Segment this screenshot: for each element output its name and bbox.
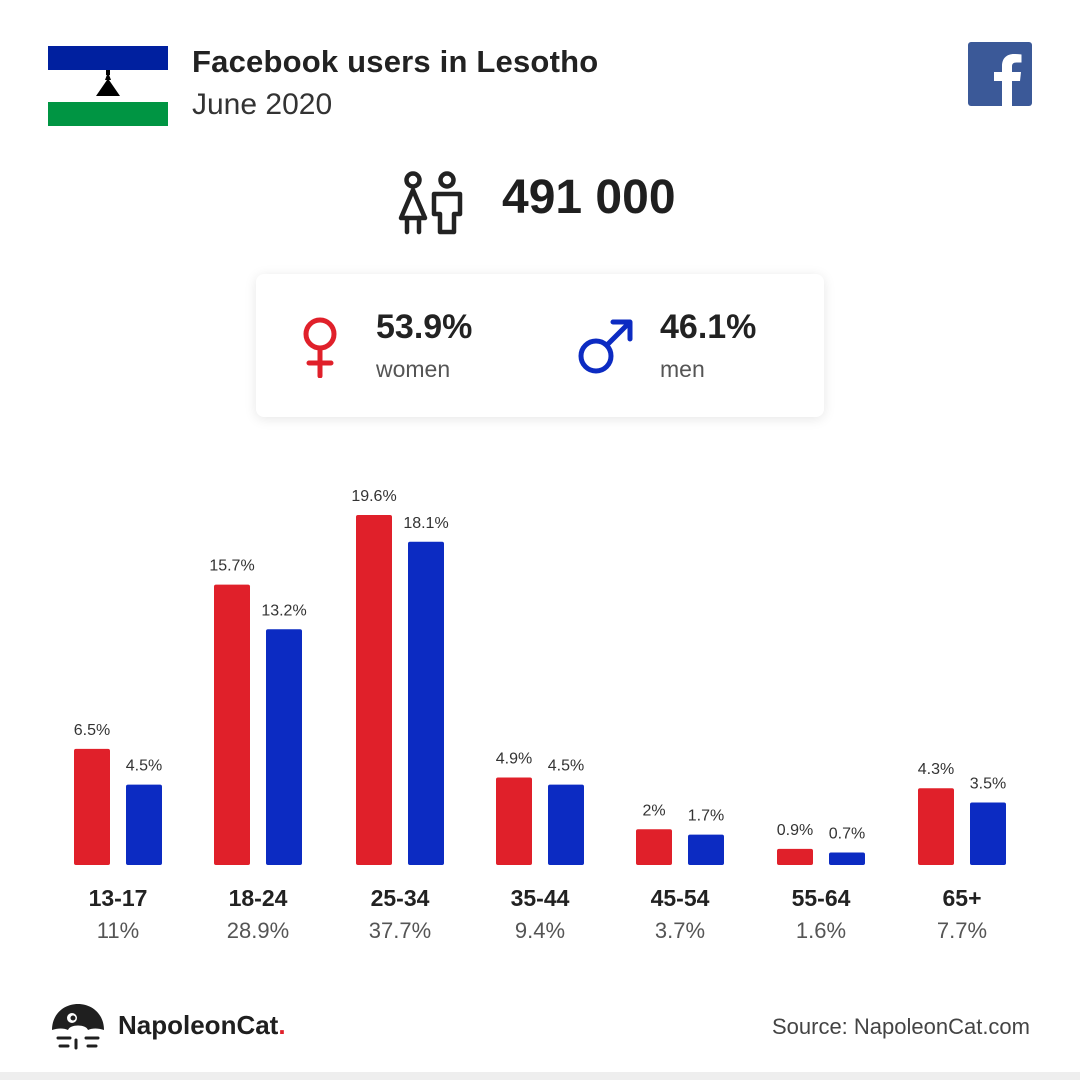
bar-men-18-24	[266, 629, 302, 865]
age-group-total: 7.7%	[937, 918, 987, 943]
napoleoncat-logo-icon	[52, 1004, 104, 1050]
lesotho-flag-icon	[48, 46, 168, 126]
male-symbol-icon	[578, 319, 633, 374]
men-percentage: 46.1%	[660, 308, 757, 346]
data-label-women-13-17: 6.5%	[74, 722, 110, 739]
data-label-women-65-plus: 4.3%	[918, 761, 954, 778]
source-text: Source: NapoleonCat.com	[771, 1014, 1030, 1039]
men-label: men	[660, 356, 705, 382]
age-group-label: 13-17	[89, 885, 148, 911]
age-gender-bar-chart: 6.5% 4.5% 13-17 11% 15.7% 13.2% 18-24 28.9% 19.6…	[74, 488, 1006, 943]
bar-women-35-44	[496, 777, 532, 865]
brand-dot: .	[278, 1010, 286, 1040]
users-icon	[398, 171, 463, 235]
age-group-label: 35-44	[511, 885, 570, 911]
age-group-total: 3.7%	[655, 918, 705, 943]
age-group-total: 9.4%	[515, 918, 565, 943]
data-label-men-65-plus: 3.5%	[970, 776, 1006, 793]
bar-women-45-54	[636, 829, 672, 865]
napoleoncat-brand: NapoleonCat.	[118, 1010, 286, 1041]
age-group-total: 37.7%	[369, 918, 431, 943]
age-group-label: 25-34	[371, 885, 430, 911]
page-subtitle: June 2020	[192, 88, 333, 121]
bar-men-45-54	[688, 834, 724, 865]
age-group-label: 65+	[942, 885, 981, 911]
brand-name: NapoleonCat	[118, 1010, 279, 1040]
data-label-women-35-44: 4.9%	[496, 751, 532, 768]
age-group-label: 18-24	[229, 885, 288, 911]
bar-women-65-plus	[918, 788, 954, 865]
bar-men-35-44	[548, 784, 584, 865]
age-group-label: 45-54	[651, 885, 710, 911]
data-label-men-13-17: 4.5%	[126, 758, 162, 775]
facebook-logo-icon	[968, 42, 1032, 106]
data-label-women-55-64: 0.9%	[777, 822, 813, 839]
bar-women-13-17	[74, 748, 110, 865]
bar-women-18-24	[214, 584, 250, 865]
data-label-men-25-34: 18.1%	[403, 515, 448, 532]
bar-women-55-64	[777, 848, 813, 865]
data-label-men-18-24: 13.2%	[261, 602, 306, 619]
total-users-value: 491 000	[502, 171, 676, 224]
bar-men-25-34	[408, 541, 444, 865]
age-group-total: 11%	[97, 918, 139, 943]
data-label-women-18-24: 15.7%	[209, 558, 254, 575]
bar-men-13-17	[126, 784, 162, 865]
women-label: women	[376, 356, 451, 382]
bottom-band	[0, 1072, 1080, 1080]
women-percentage: 53.9%	[376, 308, 473, 346]
gender-summary-card: 53.9% women 46.1% men	[256, 274, 824, 417]
bar-women-25-34	[356, 515, 392, 865]
bar-men-55-64	[829, 852, 865, 865]
data-label-men-55-64: 0.7%	[829, 826, 865, 843]
page-title: Facebook users in Lesotho	[192, 44, 599, 79]
age-group-total: 28.9%	[227, 918, 289, 943]
age-group-label: 55-64	[792, 885, 851, 911]
data-label-men-35-44: 4.5%	[548, 758, 584, 775]
female-symbol-icon	[303, 317, 337, 378]
data-label-men-45-54: 1.7%	[688, 808, 724, 825]
bar-men-65-plus	[970, 802, 1006, 865]
data-label-women-25-34: 19.6%	[351, 488, 396, 505]
age-group-total: 1.6%	[796, 918, 846, 943]
data-label-women-45-54: 2%	[642, 802, 665, 819]
